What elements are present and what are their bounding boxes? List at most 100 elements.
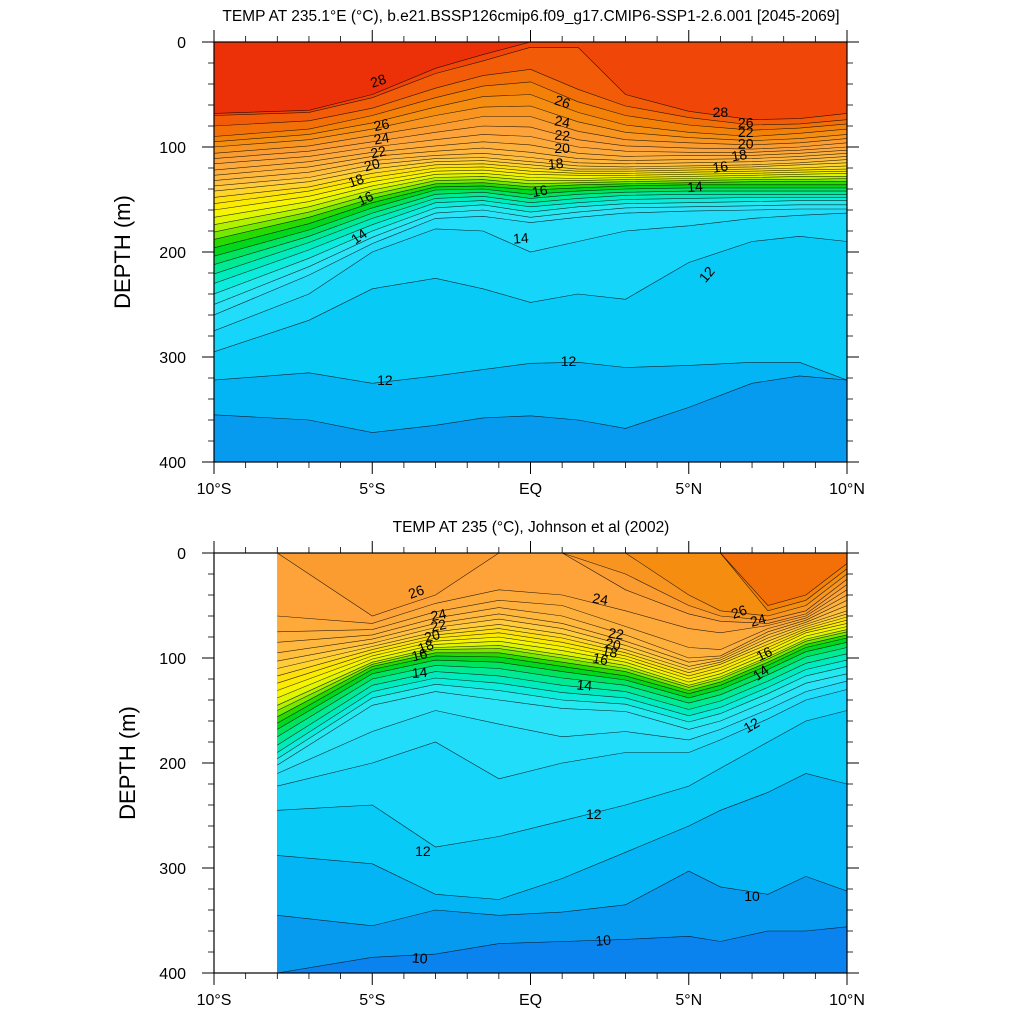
contour-line: [277, 553, 847, 624]
contour-label: 12: [741, 714, 763, 736]
x-tick-label: 5°S: [359, 992, 385, 1009]
x-tick-label: 10°N: [829, 992, 865, 1009]
contour-line: [214, 116, 847, 154]
contour-lines: [214, 42, 847, 462]
contour-line: [214, 47, 847, 121]
contour-line: [277, 659, 847, 753]
y-tick-label: 200: [159, 245, 186, 262]
contour-label: 14: [687, 178, 704, 195]
contour-line: [214, 94, 847, 143]
contour-label: 24: [748, 610, 767, 630]
contour-line: [214, 125, 847, 159]
y-axis-label: DEPTH (m): [110, 195, 135, 309]
contour-line: [214, 190, 847, 265]
contour-label: 26: [372, 115, 391, 134]
contour-line: [277, 634, 847, 718]
contour-line: [214, 212, 847, 332]
contour-label: 10: [411, 949, 428, 966]
contour-line: [214, 81, 847, 137]
contour-label: 24: [372, 129, 390, 147]
y-tick-label: 300: [159, 350, 186, 367]
contour-label: 26: [729, 601, 749, 621]
contour-fills: [214, 553, 847, 973]
contour-line: [214, 172, 847, 218]
contour-label: 14: [576, 676, 593, 693]
contour-line: [277, 623, 847, 691]
contour-label: 20: [738, 136, 754, 152]
contour-label: 18: [730, 146, 748, 164]
x-tick-label: EQ: [519, 481, 542, 498]
contour-label: 26: [406, 581, 426, 601]
contour-line: [277, 653, 847, 746]
panel-bottom: TEMP AT 235 (°C), Johnson et al (2002) 2…: [115, 519, 865, 1009]
contour-line: [214, 152, 847, 181]
contour-line: [214, 375, 847, 433]
y-tick-label: 400: [159, 455, 186, 472]
contour-line: [214, 208, 847, 316]
contour-line: [277, 637, 847, 724]
contour-label: 14: [411, 664, 428, 681]
contour-label: 24: [591, 590, 609, 608]
contour-line: [277, 629, 847, 706]
contour-line: [214, 157, 847, 187]
y-tick-label: 100: [159, 651, 186, 668]
contour-line: [214, 141, 847, 171]
contour-label: 22: [554, 127, 571, 144]
contour-line: [214, 235, 847, 353]
contour-label: 10: [744, 888, 760, 904]
panel-title: TEMP AT 235 (°C), Johnson et al (2002): [393, 519, 670, 536]
contour-label: 28: [368, 71, 388, 91]
contour-label: 20: [604, 635, 623, 654]
x-tick-label: 10°S: [197, 481, 232, 498]
contour-label: 16: [591, 649, 610, 668]
contour-label: 18: [547, 155, 564, 172]
y-tick-label: 300: [159, 861, 186, 878]
contour-line: [214, 197, 847, 284]
contour-label: 12: [415, 843, 431, 859]
contour-line: [214, 176, 847, 225]
contour-line: [277, 626, 847, 699]
contour-line: [214, 200, 847, 295]
contour-line: [277, 870, 847, 927]
contour-line: [277, 610, 847, 667]
contour-line: [214, 169, 847, 211]
y-tick-label: 400: [159, 966, 186, 983]
contour-label: 18: [346, 170, 366, 190]
contour-label: 20: [422, 626, 441, 646]
y-tick-label: 0: [177, 546, 186, 563]
contour-line: [277, 589, 847, 634]
contour-line: [277, 666, 847, 760]
contour-line: [214, 194, 847, 275]
contour-label: 20: [554, 140, 570, 156]
contour-line: [214, 68, 847, 127]
contour-label: 22: [369, 143, 388, 162]
contour-line: [277, 642, 847, 730]
contour-line: [214, 187, 847, 257]
contour-line: [277, 600, 847, 659]
contour-line: [214, 204, 847, 305]
contour-line: [277, 553, 847, 621]
x-tick-label: 5°N: [675, 992, 702, 1009]
contour-label: 22: [429, 616, 448, 635]
contour-label: 16: [711, 158, 729, 176]
contour-label: 10: [595, 932, 612, 949]
contour-label: 24: [553, 112, 571, 130]
contour-line: [277, 616, 847, 677]
x-tick-label: EQ: [519, 992, 542, 1009]
contour-lines: [277, 553, 847, 973]
contour-label: 28: [713, 104, 729, 120]
contour-line: [214, 105, 847, 148]
x-tick-label: 5°N: [675, 481, 702, 498]
contour-line: [277, 689, 847, 787]
contour-label: 24: [429, 605, 448, 624]
contour-line: [277, 773, 847, 900]
x-tick-label: 10°S: [197, 992, 232, 1009]
contour-fills: [214, 42, 847, 462]
contour-line: [214, 166, 847, 204]
contour-line: [277, 647, 847, 738]
contour-line: [214, 163, 847, 198]
panel-title: TEMP AT 235.1°E (°C), b.e21.BSSP126cmip6…: [222, 8, 839, 25]
contour-line: [277, 631, 847, 711]
contour-label: 26: [738, 115, 754, 131]
contour-label: 16: [355, 188, 376, 209]
